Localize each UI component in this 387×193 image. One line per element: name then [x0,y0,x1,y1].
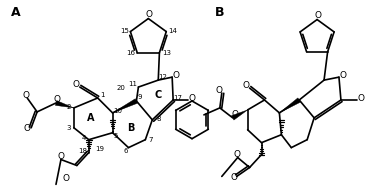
Text: O: O [146,10,153,19]
Text: 15: 15 [120,28,129,34]
Text: 9: 9 [137,94,142,100]
Text: A: A [87,113,94,123]
Text: 10: 10 [113,108,122,114]
Text: 5: 5 [113,133,118,139]
Text: 13: 13 [162,50,171,56]
Text: O: O [357,95,364,103]
Text: 14: 14 [168,28,176,34]
Text: 19: 19 [95,146,104,152]
Text: 6: 6 [123,148,128,154]
Text: 3: 3 [67,125,71,131]
Text: 11: 11 [128,81,137,87]
Text: 16: 16 [126,50,135,56]
Text: O: O [173,71,180,80]
Text: C: C [155,90,162,100]
Text: O: O [24,124,31,133]
Text: 8: 8 [156,116,161,122]
Text: O: O [62,174,69,183]
Text: O: O [188,95,195,103]
Polygon shape [55,101,74,108]
Text: O: O [215,85,222,95]
Text: 12: 12 [158,74,167,80]
Text: B: B [127,123,134,133]
Text: 20: 20 [116,85,125,91]
Text: O: O [339,71,346,80]
Polygon shape [279,98,301,113]
Text: O: O [242,81,249,90]
Text: 7: 7 [148,137,152,143]
Text: O: O [231,110,238,119]
Text: B: B [215,6,224,19]
Text: O: O [315,11,322,20]
Text: A: A [11,6,21,19]
Text: 2: 2 [67,104,71,110]
Text: 17: 17 [174,95,183,101]
Text: O: O [57,152,65,161]
Text: O: O [23,91,30,100]
Text: O: O [230,173,237,182]
Text: O: O [53,96,60,104]
Text: 4: 4 [82,135,86,141]
Text: O: O [233,150,240,159]
Text: O: O [72,80,79,89]
Text: 18: 18 [78,148,87,154]
Polygon shape [113,99,137,113]
Polygon shape [231,110,248,120]
Text: 1: 1 [100,92,105,98]
